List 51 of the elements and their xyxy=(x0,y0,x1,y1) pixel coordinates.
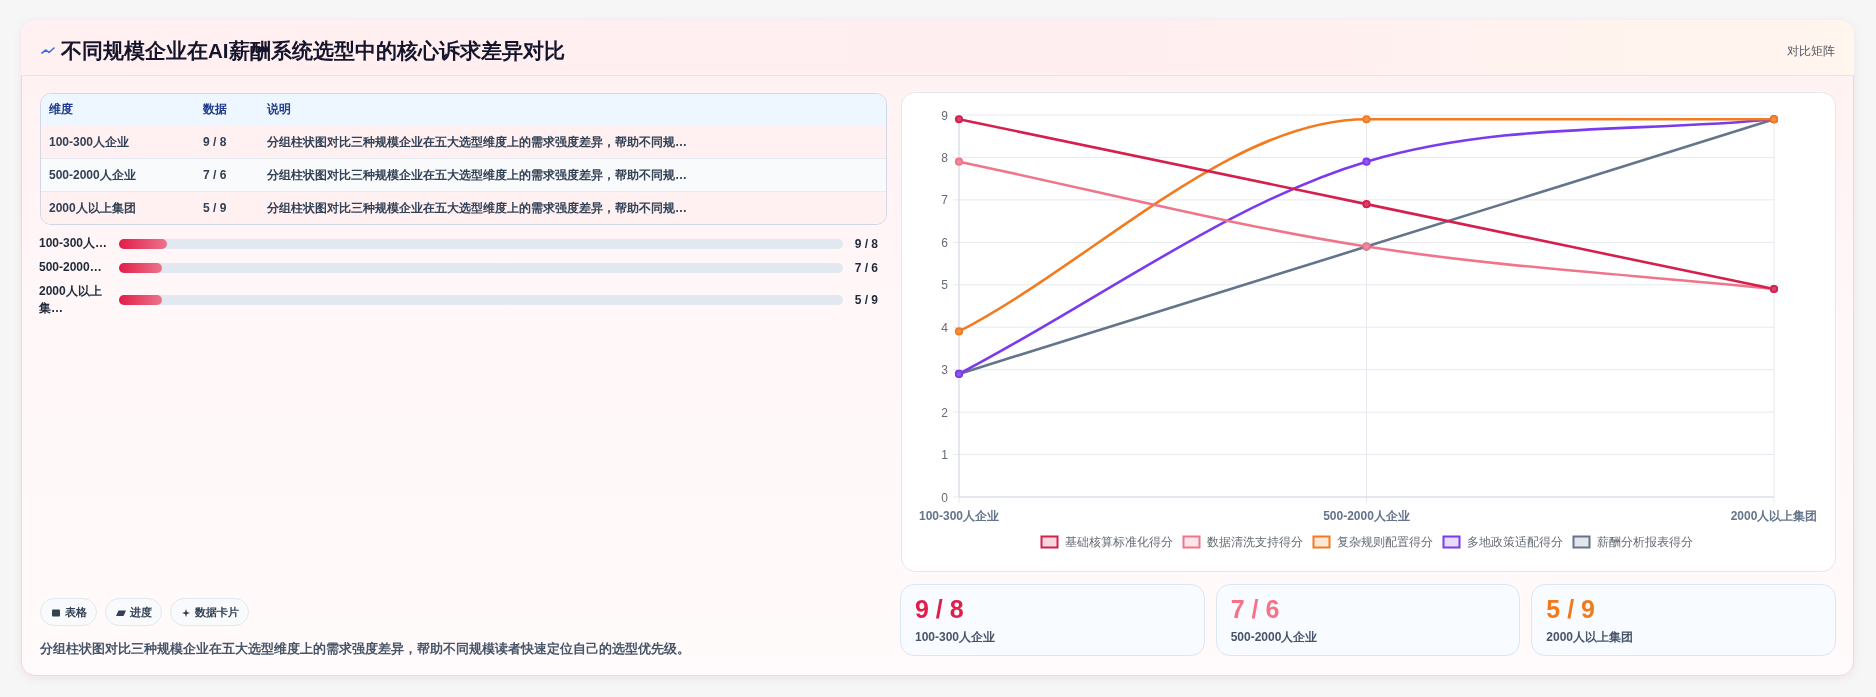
text: 9 / 8 xyxy=(915,595,964,623)
y-tick-label: 100-300人… xyxy=(39,235,109,252)
category-label: 100-300人企业 xyxy=(49,134,130,151)
legend-label: 复杂规则配置得分 xyxy=(1336,535,1433,550)
y-tick-label: 7 xyxy=(941,193,949,208)
text: 分组柱状图对比三种规模企业在五大选型维度上的需求强度差异，帮助不同规… xyxy=(267,134,687,151)
y-tick-label: 500-2000… xyxy=(39,259,103,276)
category-label: 500-2000人企业 xyxy=(1230,629,1318,646)
text: 9 / 8 xyxy=(203,135,227,149)
y-tick-label: 5 xyxy=(941,278,949,293)
y-tick-label: 0 xyxy=(941,490,949,505)
text: 5 / 9 xyxy=(1546,595,1595,623)
y-tick-label: 6 xyxy=(941,235,949,250)
legend-label: 数据清洗支持得分 xyxy=(1206,535,1303,550)
text: 5 / 9 xyxy=(203,201,227,215)
y-tick-label: 9 xyxy=(941,108,949,123)
legend-label: 基础核算标准化得分 xyxy=(1064,535,1173,550)
x-tick-label: 2000人以上集团 xyxy=(1730,509,1818,523)
text: 维度 xyxy=(49,101,73,118)
category-label: 100-300人企业 xyxy=(915,629,996,646)
point xyxy=(1362,200,1371,209)
text: 分组柱状图对比三种规模企业在五大选型维度上的需求强度差异，帮助不同规… xyxy=(267,167,687,184)
point xyxy=(1362,157,1371,166)
text: 9 / 8 xyxy=(854,235,878,253)
y-tick-label: 2 xyxy=(941,405,949,420)
text: 对比矩阵 xyxy=(1787,43,1835,60)
y-tick-label: 2000人以上集… xyxy=(39,283,103,317)
point xyxy=(1362,115,1371,124)
category-label: 2000人以上集团 xyxy=(1546,629,1634,646)
text: 表格 xyxy=(65,605,87,620)
text: 7 / 6 xyxy=(1230,595,1280,623)
category-label: 500-2000人企业 xyxy=(49,167,136,184)
x-tick-label: 100-300人企业 xyxy=(918,509,1000,523)
text: 不同规模企业在AI薪酬系统选型中的核心诉求差异对比 xyxy=(61,38,565,64)
text: 分组柱状图对比三种规模企业在五大选型维度上的需求强度差异，帮助不同规… xyxy=(267,200,687,217)
y-tick-label: 1 xyxy=(941,448,949,463)
y-tick-label: 4 xyxy=(941,320,949,335)
text: 数据 xyxy=(203,101,227,118)
text: 进度 xyxy=(130,605,152,620)
text: 数据卡片 xyxy=(195,605,239,620)
text: 分组柱状图对比三种规模企业在五大选型维度上的需求强度差异，帮助不同规模读者快速定位自己的选型优先级。 xyxy=(40,640,690,658)
text: 说明 xyxy=(267,101,291,118)
y-tick-label: 3 xyxy=(941,363,949,378)
legend-label: 薪酬分析报表得分 xyxy=(1596,535,1693,550)
y-tick-label: 8 xyxy=(941,150,949,165)
legend-label: 多地政策适配得分 xyxy=(1466,535,1563,550)
category-label: 2000人以上集团 xyxy=(49,200,136,217)
text: 5 / 9 xyxy=(854,292,878,309)
x-tick-label: 500-2000人企业 xyxy=(1323,509,1410,523)
text: 7 / 6 xyxy=(854,259,878,277)
text: 7 / 6 xyxy=(203,168,227,182)
